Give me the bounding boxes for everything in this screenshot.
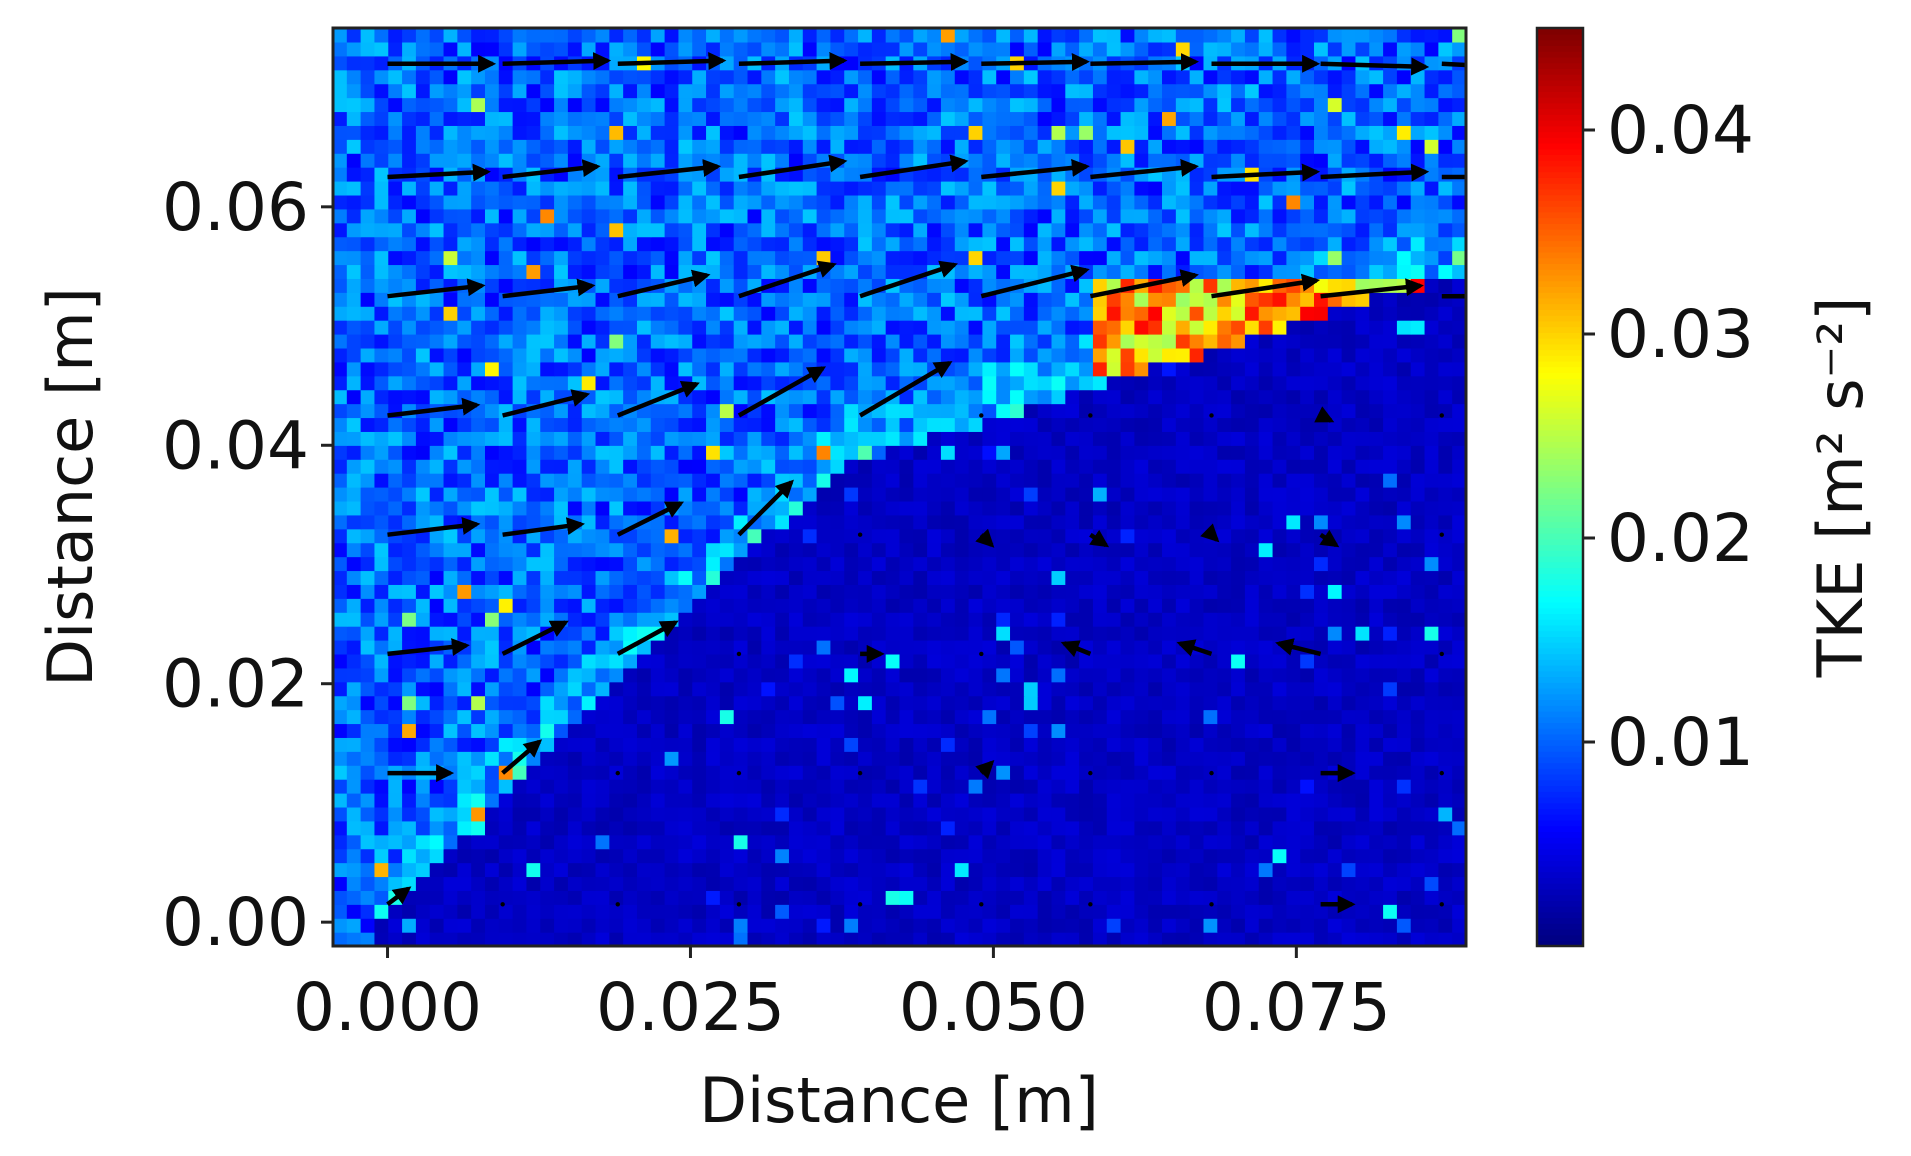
quiver-arrow bbox=[857, 770, 863, 776]
quiver-arrow bbox=[1320, 278, 1424, 299]
quiver-arrow bbox=[736, 651, 742, 657]
quiver-arrow bbox=[387, 516, 481, 537]
quiver-arrow bbox=[1314, 406, 1335, 423]
quiver-arrow bbox=[615, 770, 620, 776]
quiver-arrow bbox=[386, 886, 412, 907]
quiver-arrow bbox=[617, 269, 711, 299]
quiver-arrow bbox=[616, 620, 679, 656]
x-axis-label: Distance [m] bbox=[699, 1064, 1099, 1137]
x-axis: 0.000 0.025 0.050 0.075 bbox=[293, 946, 1391, 1046]
quiver-arrow bbox=[502, 517, 585, 537]
y-axis: 0.00 0.02 0.04 0.06 bbox=[162, 169, 333, 961]
quiver-arrow bbox=[738, 154, 848, 180]
quiver-arrow bbox=[981, 158, 1090, 180]
x-tick-label: 0.075 bbox=[1202, 969, 1391, 1046]
quiver-arrow bbox=[1090, 52, 1199, 71]
quiver-arrow bbox=[859, 154, 969, 180]
quiver-arrow bbox=[737, 366, 827, 418]
quiver-arrow bbox=[387, 163, 491, 182]
quiver-arrow bbox=[975, 760, 995, 780]
velocity-quiver bbox=[386, 52, 1466, 914]
quiver-arrow bbox=[1088, 770, 1093, 776]
x-tick-label: 0.025 bbox=[596, 969, 785, 1046]
colorbar-tick-label: 0.01 bbox=[1607, 704, 1754, 781]
plot-frame bbox=[331, 26, 1468, 948]
quiver-arrow bbox=[616, 501, 685, 537]
quiver-arrow bbox=[1439, 651, 1444, 657]
quiver-arrow bbox=[979, 902, 984, 907]
quiver-arrow bbox=[501, 739, 543, 775]
quiver-arrow bbox=[617, 159, 722, 180]
colorbar-label: TKE [m² s⁻²] bbox=[1804, 297, 1877, 679]
quiver-arrow bbox=[1319, 529, 1340, 548]
quiver-arrow bbox=[387, 638, 470, 657]
colorbar-tick-label: 0.04 bbox=[1607, 92, 1754, 169]
y-axis-label: Distance [m] bbox=[34, 287, 107, 687]
quiver-arrow bbox=[858, 361, 953, 418]
colorbar-tick-label: 0.03 bbox=[1607, 296, 1754, 373]
quiver-arrow bbox=[1088, 902, 1093, 907]
quiver-arrow bbox=[1320, 163, 1430, 182]
quiver-arrow bbox=[981, 52, 1090, 71]
quiver-arrow bbox=[501, 620, 569, 656]
quiver-arrow bbox=[1441, 61, 1466, 68]
y-tick-label: 0.00 bbox=[162, 884, 309, 961]
tke-heatmap bbox=[333, 28, 1466, 946]
quiver-arrow bbox=[617, 52, 727, 71]
quiver-arrow bbox=[979, 413, 984, 418]
y-tick-label: 0.04 bbox=[162, 407, 309, 484]
quiver-arrow bbox=[1211, 163, 1321, 182]
y-tick-label: 0.06 bbox=[162, 169, 309, 246]
colorbar-tick-label: 0.02 bbox=[1607, 500, 1754, 577]
quiver-arrow bbox=[1200, 523, 1220, 543]
quiver-arrow bbox=[387, 397, 481, 418]
quiver-arrow bbox=[502, 278, 596, 299]
quiver-arrow bbox=[1211, 273, 1321, 299]
quiver-arrow bbox=[857, 532, 863, 537]
quiver-arrow bbox=[1176, 639, 1213, 657]
quiver-arrow bbox=[1439, 532, 1444, 537]
quiver-arrow bbox=[500, 902, 505, 907]
quiver-arrow bbox=[1089, 269, 1199, 299]
quiver-arrow bbox=[736, 902, 742, 907]
y-tick-label: 0.02 bbox=[162, 646, 309, 723]
quiver-arrow bbox=[859, 260, 959, 299]
quiver-arrow bbox=[1275, 638, 1322, 657]
quiver-arrow bbox=[860, 52, 969, 71]
quiver-arrow bbox=[502, 389, 591, 418]
quiver-arrow bbox=[387, 278, 486, 299]
quiver-arrow bbox=[1209, 770, 1214, 776]
quiver-arrow bbox=[502, 159, 601, 180]
quiver-arrow bbox=[975, 528, 995, 548]
quiver-arrow bbox=[979, 651, 984, 657]
quiver-arrow bbox=[736, 770, 742, 776]
quiver-arrow bbox=[1090, 158, 1199, 180]
quiver-arrow bbox=[857, 902, 863, 907]
x-tick-label: 0.000 bbox=[293, 969, 482, 1046]
quiver-arrow bbox=[1439, 902, 1444, 907]
quiver-arrow bbox=[1209, 902, 1214, 907]
quiver-arrow bbox=[738, 260, 837, 299]
quiver-arrow bbox=[1439, 413, 1444, 418]
quiver-arrow bbox=[737, 479, 794, 537]
x-tick-label: 0.050 bbox=[899, 969, 1088, 1046]
colorbar: 0.01 0.02 0.03 0.04 bbox=[1537, 28, 1754, 947]
quiver-arrow bbox=[738, 52, 848, 71]
colorbar-frame bbox=[1535, 26, 1585, 948]
quiver-arrow bbox=[1439, 770, 1444, 776]
quiver-arrow bbox=[615, 902, 620, 907]
quiver-arrow bbox=[980, 264, 1090, 299]
quiver-arrow bbox=[1089, 529, 1110, 548]
quiver-arrow bbox=[502, 52, 612, 71]
quiver-arrow bbox=[616, 380, 700, 418]
quiver-arrow bbox=[1060, 640, 1092, 658]
quiver-arrow bbox=[1320, 57, 1430, 76]
quiver-arrow bbox=[1209, 413, 1214, 418]
quiver-arrow bbox=[1088, 413, 1093, 418]
